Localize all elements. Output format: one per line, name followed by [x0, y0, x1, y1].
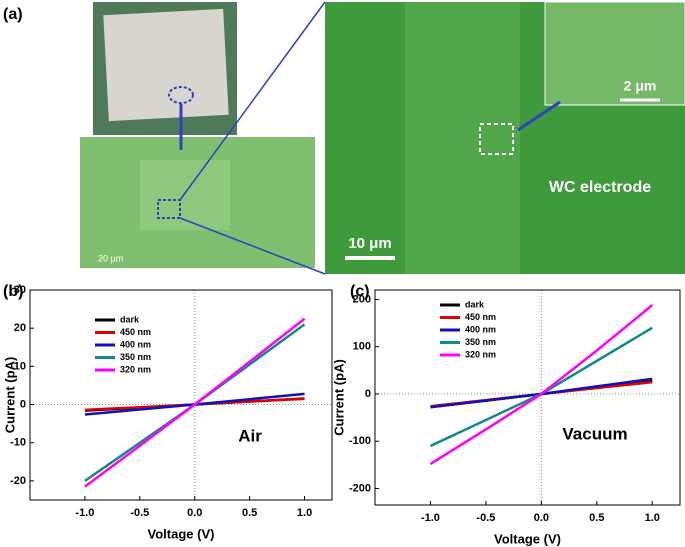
- selection: [479, 123, 514, 155]
- x-tick-label: 0.0: [534, 512, 549, 524]
- legend-label: 320 nm: [120, 364, 151, 374]
- sample: [103, 8, 229, 122]
- scale-label: 20 μm: [98, 253, 123, 263]
- y-tick-label: -200: [349, 482, 371, 494]
- optical-electrode: [140, 160, 230, 230]
- panel-label: (a): [3, 6, 23, 23]
- legend-label: 450 nm: [120, 327, 151, 337]
- y-tick-label: 10: [14, 360, 26, 372]
- legend-label: dark: [465, 299, 485, 309]
- annotation: WC electrode: [549, 179, 651, 196]
- legend-label: 350 nm: [465, 337, 496, 347]
- legend-label: 400 nm: [120, 339, 151, 349]
- y-tick-label: 0: [365, 388, 371, 400]
- annotation: Vacuum: [562, 424, 627, 443]
- y-tick-label: -100: [349, 435, 371, 447]
- y-tick-label: -10: [10, 437, 26, 449]
- x-tick-label: -1.0: [75, 507, 94, 519]
- y-axis-label: Current (pA): [2, 357, 17, 434]
- x-tick-label: 1.0: [297, 507, 312, 519]
- legend-label: 400 nm: [465, 324, 496, 334]
- x-tick-label: -0.5: [476, 512, 495, 524]
- scale-label: 2 μm: [624, 78, 657, 94]
- y-axis-label: Current (pA): [331, 359, 346, 436]
- legend-label: 450 nm: [465, 312, 496, 322]
- x-axis-label: Voltage (V): [494, 531, 561, 546]
- selection: [157, 199, 181, 219]
- legend-label: dark: [120, 314, 140, 324]
- x-tick-label: 0.0: [187, 507, 202, 519]
- inset-image: [544, 1, 685, 106]
- y-tick-label: 20: [14, 322, 26, 334]
- scale-label: 10 μm: [348, 235, 391, 252]
- y-tick-label: 200: [353, 293, 371, 305]
- data-line: [429, 304, 654, 465]
- y-tick-label: 0: [20, 398, 26, 410]
- legend-label: 350 nm: [120, 352, 151, 362]
- sem-stripe: [405, 2, 520, 274]
- annotation: Air: [238, 426, 262, 445]
- x-tick-label: -0.5: [130, 507, 149, 519]
- y-tick-label: 100: [353, 341, 371, 353]
- plot-frame: [374, 289, 681, 506]
- panel-label: (c): [350, 283, 370, 300]
- y-tick-label: -20: [10, 475, 26, 487]
- plot-frame: [29, 289, 333, 501]
- selection: [168, 86, 194, 104]
- arrow: [517, 100, 561, 132]
- x-tick-label: 0.5: [242, 507, 257, 519]
- data-line: [84, 317, 306, 488]
- x-tick-label: 0.5: [589, 512, 604, 524]
- x-tick-label: -1.0: [421, 512, 440, 524]
- x-axis-label: Voltage (V): [148, 526, 215, 541]
- panel-label: (b): [3, 283, 23, 300]
- legend-label: 320 nm: [465, 349, 496, 359]
- zoom-line: [179, 217, 326, 275]
- y-tick-label: 30: [14, 284, 26, 296]
- zoom-line: [179, 1, 326, 201]
- x-tick-label: 1.0: [645, 512, 660, 524]
